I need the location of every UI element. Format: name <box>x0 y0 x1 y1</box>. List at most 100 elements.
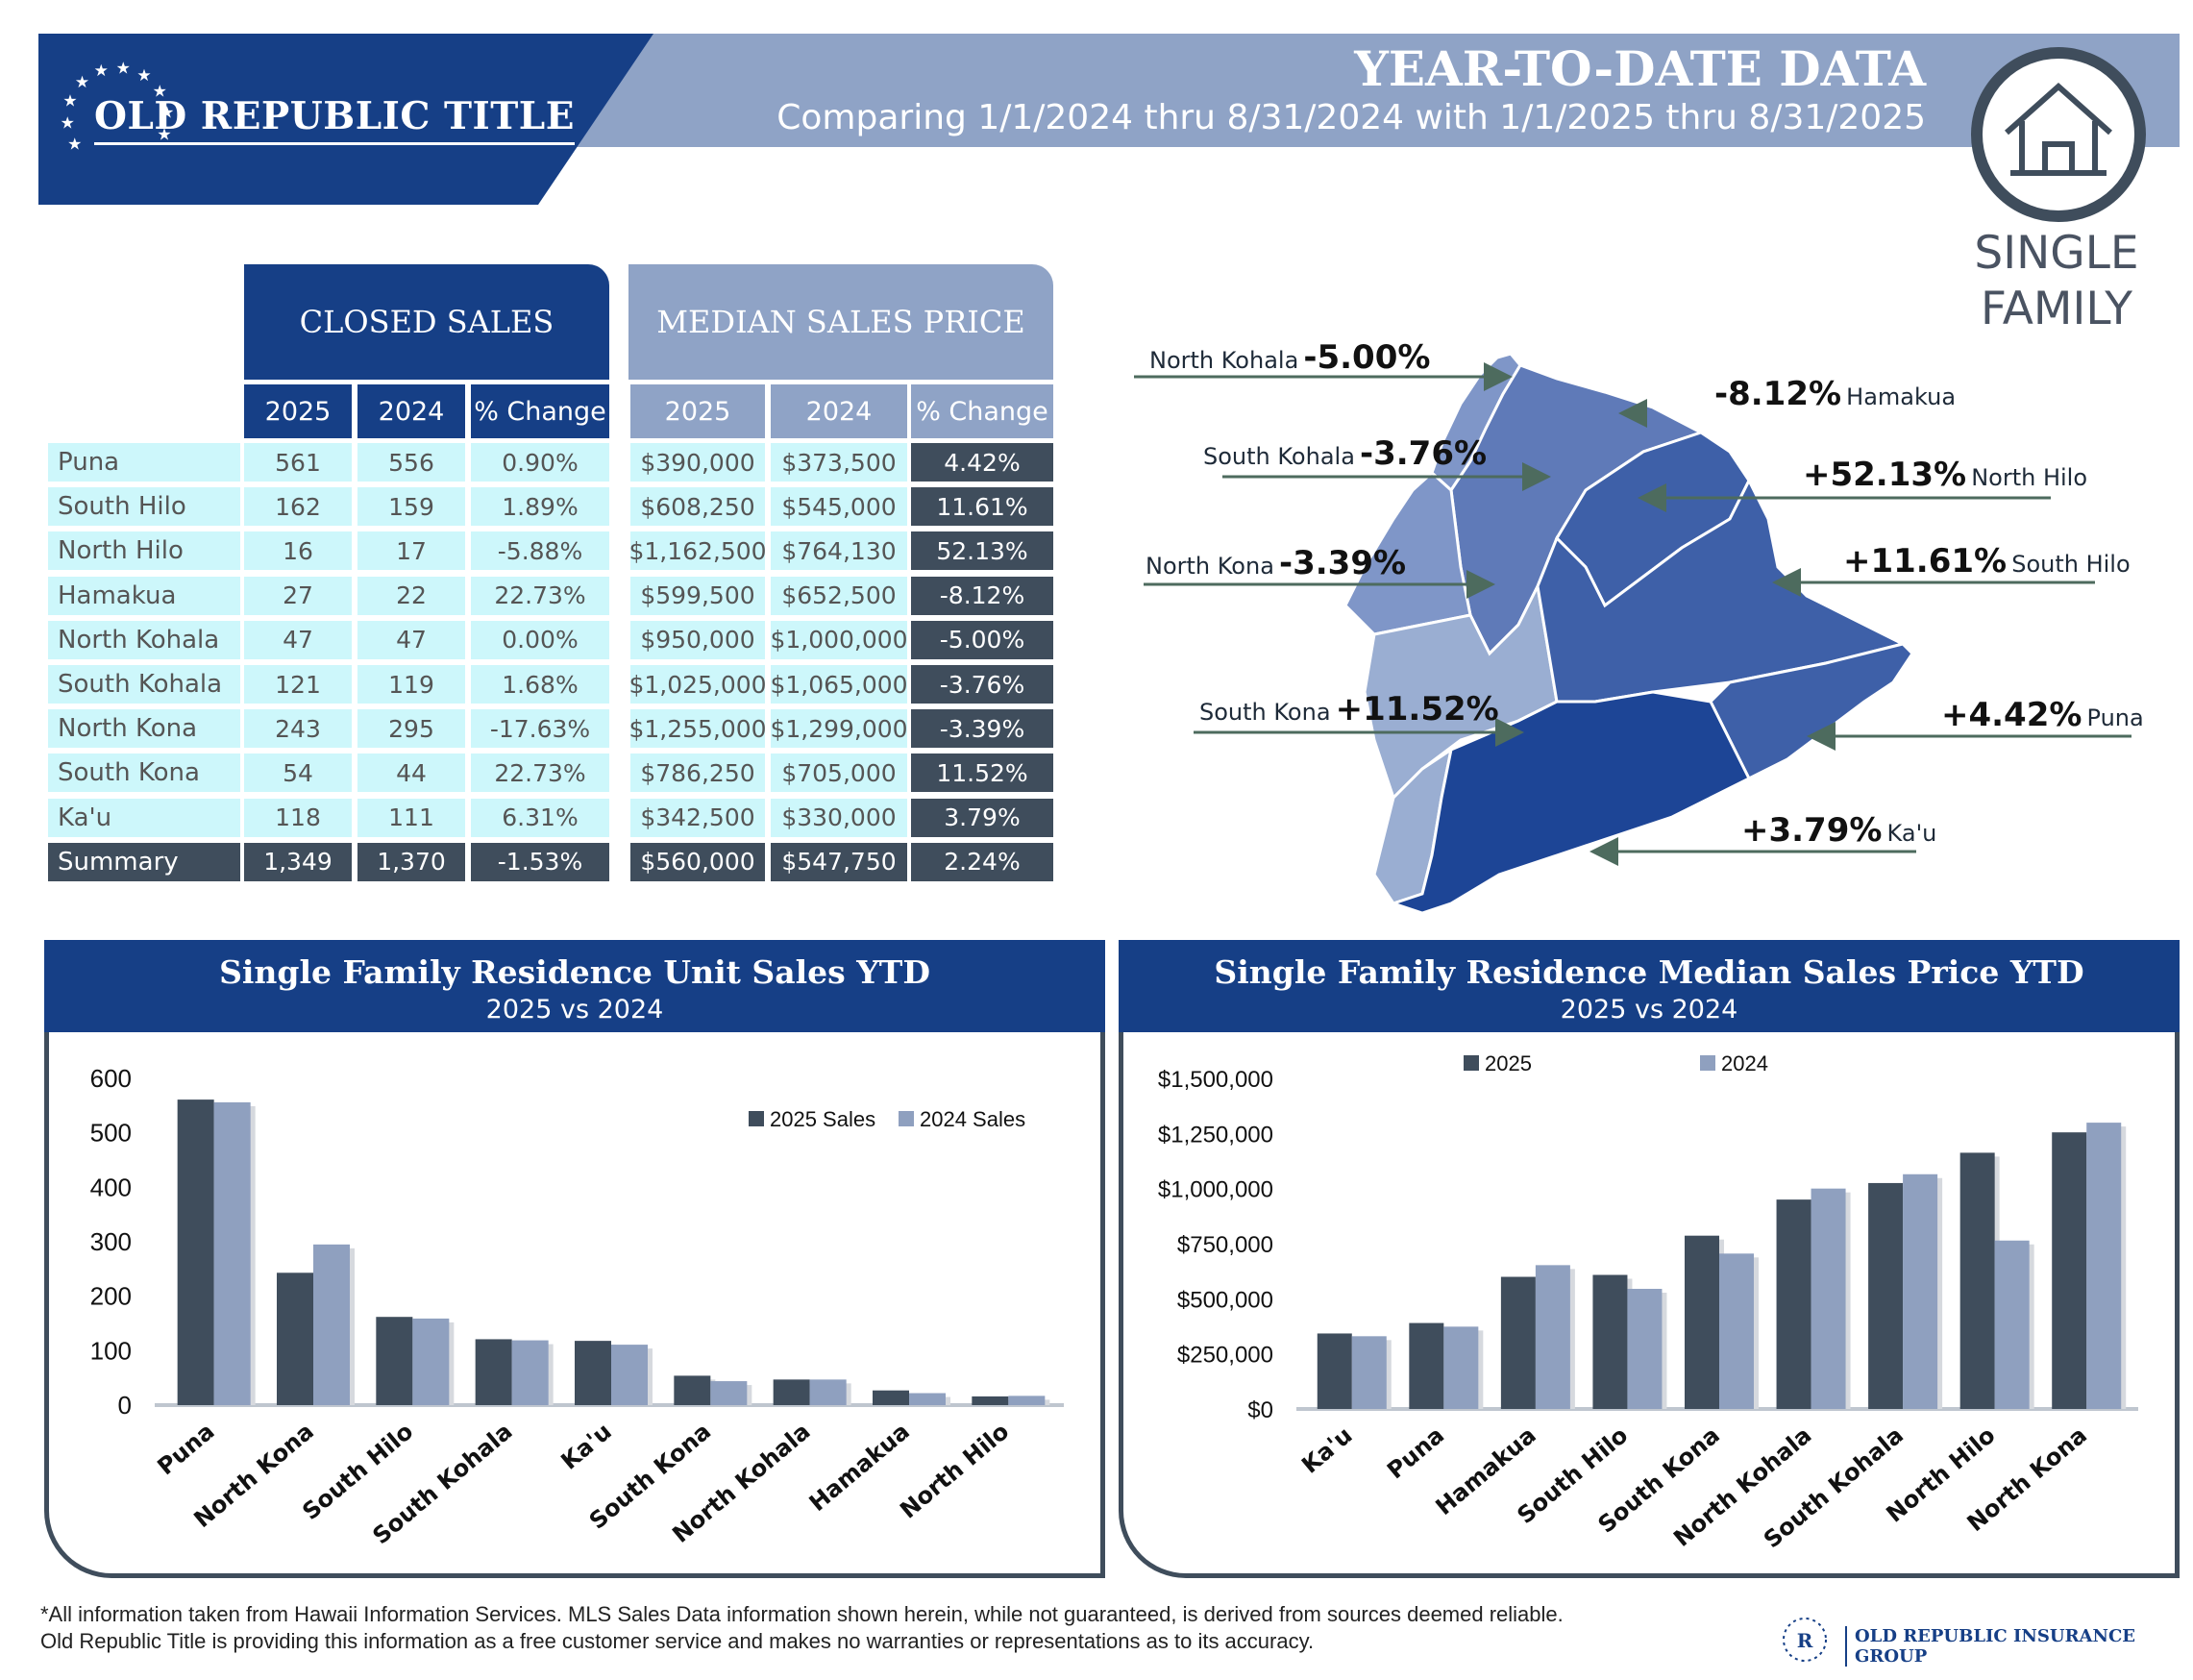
table-cell-s24: 159 <box>357 487 465 527</box>
map-label-puna: +4.42% Puna <box>1941 696 2144 734</box>
table-cell-p25: $390,000 <box>630 443 765 482</box>
table-cell-p25: $950,000 <box>630 620 765 659</box>
table-cell-sc: -5.88% <box>471 531 609 571</box>
category-line1: SINGLE <box>1974 227 2139 280</box>
y-tick-label: 100 <box>90 1336 132 1365</box>
map-label-south-kona: South Kona +11.52% <box>1199 690 1499 729</box>
table-cell-p25: $1,162,500 <box>628 531 767 571</box>
summary-cell-s25: 1,349 <box>244 842 352 881</box>
x-tick-label: Puna <box>1382 1421 1449 1484</box>
bar-2024 <box>710 1381 748 1405</box>
bar-2024 <box>611 1345 648 1405</box>
map-label-name: South Hilo <box>2011 551 2131 578</box>
header-band <box>577 34 2180 147</box>
bar-2025 <box>2052 1132 2087 1409</box>
y-tick-label: $1,000,000 <box>1158 1177 1273 1203</box>
table-cell-area: North Kohala <box>48 620 240 659</box>
logo-star: ★ <box>67 135 82 154</box>
page-title: YEAR-TO-DATE DATA <box>1354 40 1926 97</box>
bar-2025 <box>773 1379 810 1405</box>
y-tick-label: 300 <box>90 1227 132 1256</box>
region-kau <box>1389 690 1752 915</box>
table-cell-area: Hamakua <box>48 576 240 615</box>
map-label-name: North Kona <box>1146 553 1274 580</box>
table-cell-s25: 118 <box>244 798 352 837</box>
bar-2025 <box>1959 1152 1995 1409</box>
table-cell-s25: 27 <box>244 576 352 615</box>
table-cell-p24: $1,000,000 <box>770 620 908 659</box>
table-cell-s24: 22 <box>357 576 465 615</box>
closed-sales-header: CLOSED SALES <box>244 264 609 380</box>
bar-2024 <box>1811 1188 1846 1409</box>
price-chart-header: Single Family Residence Median Sales Pri… <box>1119 940 2180 1032</box>
table-cell-s25: 561 <box>244 443 352 482</box>
table-cell-pc: 4.42% <box>911 443 1053 482</box>
group-seal-icon: R <box>1783 1618 1827 1662</box>
y-tick-label: 600 <box>90 1064 132 1093</box>
bar-2024 <box>1351 1336 1387 1409</box>
y-tick-label: $1,250,000 <box>1158 1122 1273 1148</box>
legend-label: 2025 <box>1485 1051 1532 1075</box>
table-cell-pc: 3.79% <box>911 798 1053 837</box>
bar-2025 <box>674 1375 711 1405</box>
table-cell-pc: -3.76% <box>911 665 1053 704</box>
y-tick-label: 0 <box>118 1391 132 1420</box>
map-label-south-hilo: +11.61% South Hilo <box>1843 542 2131 581</box>
group-brand: OLD REPUBLIC INSURANCE GROUP <box>1845 1626 2193 1667</box>
table-cell-s24: 111 <box>357 798 465 837</box>
table-cell-p25: $786,250 <box>630 754 765 793</box>
page-subtitle: Comparing 1/1/2024 thru 8/31/2024 with 1… <box>776 98 1926 137</box>
island-map-svg <box>1134 352 2131 915</box>
legend-label: 2024 <box>1721 1051 1768 1075</box>
logo-star: ★ <box>61 113 75 133</box>
table-cell-sc: -17.63% <box>471 709 609 749</box>
bar-2024 <box>1008 1396 1046 1405</box>
summary-cell-s24: 1,370 <box>357 842 465 881</box>
map-label-pct: +52.13% <box>1803 456 1967 494</box>
bar-2024 <box>2086 1123 2122 1409</box>
map-label-name: South Kohala <box>1203 443 1355 470</box>
table-cell-area: South Kohala <box>48 665 240 704</box>
x-tick-label: Puna <box>152 1418 219 1480</box>
map-label-name: North Hilo <box>1971 464 2088 491</box>
table-cell-p24: $373,500 <box>771 443 907 482</box>
disclaimer-line2: Old Republic Title is providing this inf… <box>40 1629 1315 1653</box>
legend-swatch <box>1700 1055 1715 1071</box>
map-label-name: South Kona <box>1199 699 1331 726</box>
summary-cell-p24: $547,750 <box>771 842 907 881</box>
bar-2025 <box>972 1396 1009 1405</box>
table-cell-pc: 52.13% <box>911 531 1053 571</box>
logo-star: ★ <box>160 104 174 123</box>
price-chart-title: Single Family Residence Median Sales Pri… <box>1214 953 2084 991</box>
map-label-name: North Kohala <box>1149 347 1299 374</box>
bar-2025 <box>277 1272 313 1405</box>
bar-2024 <box>809 1379 847 1405</box>
house-icon <box>1971 47 2146 222</box>
table-cell-p24: $1,065,000 <box>770 665 908 704</box>
y-tick-label: $500,000 <box>1177 1287 1273 1313</box>
bar-2025 <box>873 1390 909 1405</box>
logo-star: ★ <box>153 83 167 102</box>
bar-2024 <box>1903 1174 1938 1409</box>
table-cell-p25: $1,255,000 <box>628 709 767 749</box>
bar-2025 <box>376 1317 413 1405</box>
x-tick-label: Ka'u <box>555 1418 616 1475</box>
table-cell-sc: 1.89% <box>471 487 609 527</box>
island-map <box>1134 336 2191 923</box>
svg-text:R: R <box>1797 1629 1813 1652</box>
map-label-pct: -3.76% <box>1360 434 1488 473</box>
bar-2025 <box>1776 1199 1811 1409</box>
legend-swatch <box>1464 1055 1479 1071</box>
price-chart-panel: $1,500,000 $1,250,000 $1,000,000 $750,000 $5… <box>1119 1032 2180 1578</box>
table-cell-sc: 6.31% <box>471 798 609 837</box>
y-tick-label: $250,000 <box>1177 1343 1273 1369</box>
x-tick-label: Ka'u <box>1296 1421 1357 1479</box>
map-label-pct: +11.52% <box>1335 690 1499 729</box>
map-label-pct: +11.61% <box>1843 542 2008 581</box>
logo-star: ★ <box>136 66 151 86</box>
table-cell-s25: 243 <box>244 709 352 749</box>
y-tick-label: $1,500,000 <box>1158 1067 1273 1093</box>
map-label-south-kohala: South Kohala -3.76% <box>1203 434 1487 473</box>
bar-2025 <box>1317 1333 1352 1409</box>
table-cell-p25: $599,500 <box>630 576 765 615</box>
